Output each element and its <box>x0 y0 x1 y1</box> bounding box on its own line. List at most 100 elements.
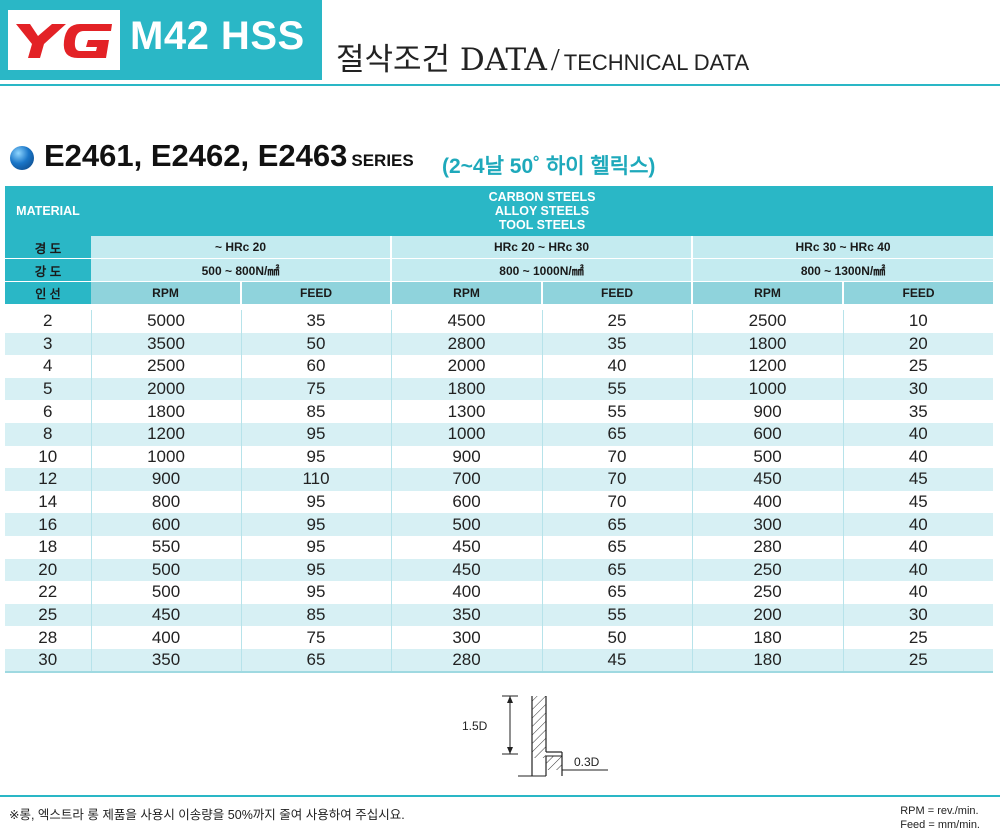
rpm-cell: 900 <box>691 400 843 423</box>
table-row: 14 800 95 600 70 400 45 <box>5 490 994 514</box>
hardness-row: 경 도 ~ HRc 20 HRc 20 ~ HRc 30 HRc 30 ~ HR… <box>5 236 994 259</box>
diameter-cell: 18 <box>38 537 58 557</box>
footer-note: ※롱, 엑스트라 롱 제품을 사용시 이송량을 50%까지 줄여 사용하여 주십… <box>9 808 405 822</box>
feed-cell: 55 <box>541 603 692 627</box>
feed-cell: 20 <box>842 332 994 356</box>
table-row: 18 550 95 450 65 280 40 <box>5 535 994 559</box>
table-row: 8 1200 95 1000 65 600 40 <box>5 422 994 446</box>
rpm-cell: 3500 <box>90 332 241 356</box>
diameter-cell: 30 <box>5 648 91 672</box>
col-feed: FEED <box>841 281 994 304</box>
rpm-cell: 1000 <box>90 445 241 469</box>
diameter-cell: 20 <box>5 558 91 582</box>
rpm-cell: 1200 <box>691 355 843 378</box>
feed-cell: 110 <box>240 468 391 491</box>
table-row: 25 450 85 350 55 200 30 <box>5 603 994 627</box>
rpm-cell: 1000 <box>390 422 542 446</box>
rpm-cell: 550 <box>90 535 241 559</box>
depth-label: 1.5D <box>462 719 488 733</box>
rpm-cell: 2500 <box>691 310 843 333</box>
rpm-cell: 450 <box>90 603 241 627</box>
rpm-cell: 800 <box>90 490 241 514</box>
rpm-cell: 1200 <box>90 422 241 446</box>
width-label: 0.3D <box>574 755 600 769</box>
feed-cell: 65 <box>541 558 692 582</box>
table-body: 2 5000 35 4500 25 2500 10 3 3500 50 2800 35 1800 20 4 2… <box>5 310 994 672</box>
diameter-cell: 4 <box>43 356 53 376</box>
diameter-cell: 25 <box>5 603 91 627</box>
feed-cell: 95 <box>240 490 391 514</box>
rpm-cell: 300 <box>390 626 542 649</box>
rpm-cell: 500 <box>691 445 843 469</box>
feed-cell: 95 <box>240 581 391 604</box>
table-row: 30 350 65 280 45 180 25 <box>5 648 994 672</box>
feed-cell: 75 <box>240 626 391 649</box>
rpm-cell: 180 <box>691 648 843 672</box>
feed-cell: 45 <box>541 648 692 672</box>
feed-cell: 25 <box>842 648 994 672</box>
col-feed: FEED <box>240 281 391 304</box>
feed-cell: 40 <box>842 422 994 446</box>
feed-cell: 65 <box>541 513 692 536</box>
material-label: MATERIAL <box>5 186 91 236</box>
table-row: 20 500 95 450 65 250 40 <box>5 558 994 582</box>
diameter-cell: 16 <box>5 513 91 536</box>
table-row: 4 2500 60 2000 40 1200 25 <box>5 355 994 378</box>
feed-cell: 45 <box>842 468 994 491</box>
table-row: 5 2000 75 1800 55 1000 30 <box>5 377 994 401</box>
material-line: CARBON STEELS <box>488 190 596 204</box>
feed-cell: 30 <box>842 377 994 401</box>
col-rpm: RPM <box>91 281 241 304</box>
strength-row: 강 도 500 ~ 800N/㎟ 800 ~ 1000N/㎟ 800 ~ 130… <box>5 258 994 282</box>
col-rpm: RPM <box>691 281 843 304</box>
feed-cell: 65 <box>541 581 692 604</box>
feed-cell: 40 <box>842 558 994 582</box>
diameter-cell: 22 <box>38 582 58 602</box>
rpm-unit: RPM = rev./min. <box>900 805 979 817</box>
header-divider <box>0 84 1000 86</box>
rpm-cell: 280 <box>390 648 542 672</box>
series-suffix: SERIES <box>351 151 414 170</box>
rpm-cell: 400 <box>691 490 843 514</box>
material-line: ALLOY STEELS <box>494 204 590 218</box>
table-row: 6 1800 85 1300 55 900 35 <box>5 400 994 423</box>
rpm-cell: 5000 <box>90 310 241 333</box>
rpm-cell: 250 <box>691 558 843 582</box>
rpm-cell: 180 <box>691 626 843 649</box>
strength-label: 강 도 <box>5 258 91 282</box>
hardness-group-1: ~ HRc 20 <box>91 236 391 259</box>
rpm-cell: 2000 <box>390 355 542 378</box>
rpm-cell: 900 <box>90 468 241 491</box>
diameter-cell: 6 <box>43 401 53 421</box>
series-title: E2461, E2462, E2463 SERIES <box>44 138 414 174</box>
diameter-cell: 12 <box>5 468 91 491</box>
rpm-cell: 900 <box>390 445 542 469</box>
feed-cell: 25 <box>842 626 994 649</box>
cutting-depth-diagram: 1.5D 0.3D <box>462 695 608 777</box>
rpm-cell: 1000 <box>691 377 843 401</box>
feed-cell: 35 <box>842 400 994 423</box>
column-header-row: 인 선 RPM FEED RPM FEED RPM FEED <box>5 281 994 304</box>
diameter-cell: 2 <box>43 311 53 331</box>
feed-cell: 95 <box>240 535 391 559</box>
rpm-cell: 700 <box>390 468 542 491</box>
material-line: TOOL STEELS <box>498 218 586 232</box>
series-description: (2~4날 50˚ 하이 헬릭스) <box>442 155 656 178</box>
yg-logo: YG <box>8 10 120 70</box>
feed-cell: 70 <box>541 490 692 514</box>
feed-cell: 85 <box>240 603 391 627</box>
feed-cell: 40 <box>842 581 994 604</box>
table-bottom-rule <box>5 671 993 673</box>
feed-cell: 70 <box>541 445 692 469</box>
diameter-cell: 10 <box>38 446 58 466</box>
col-feed: FEED <box>541 281 692 304</box>
rpm-cell: 2000 <box>90 377 241 401</box>
feed-cell: 10 <box>842 310 994 333</box>
table-row: 16 600 95 500 65 300 40 <box>5 513 994 536</box>
diameter-cell: 28 <box>38 627 58 647</box>
table-row: 2 5000 35 4500 25 2500 10 <box>5 310 994 333</box>
rpm-cell: 250 <box>691 581 843 604</box>
diameter-cell: 14 <box>38 492 58 512</box>
rpm-cell: 400 <box>90 626 241 649</box>
rpm-cell: 200 <box>691 603 843 627</box>
